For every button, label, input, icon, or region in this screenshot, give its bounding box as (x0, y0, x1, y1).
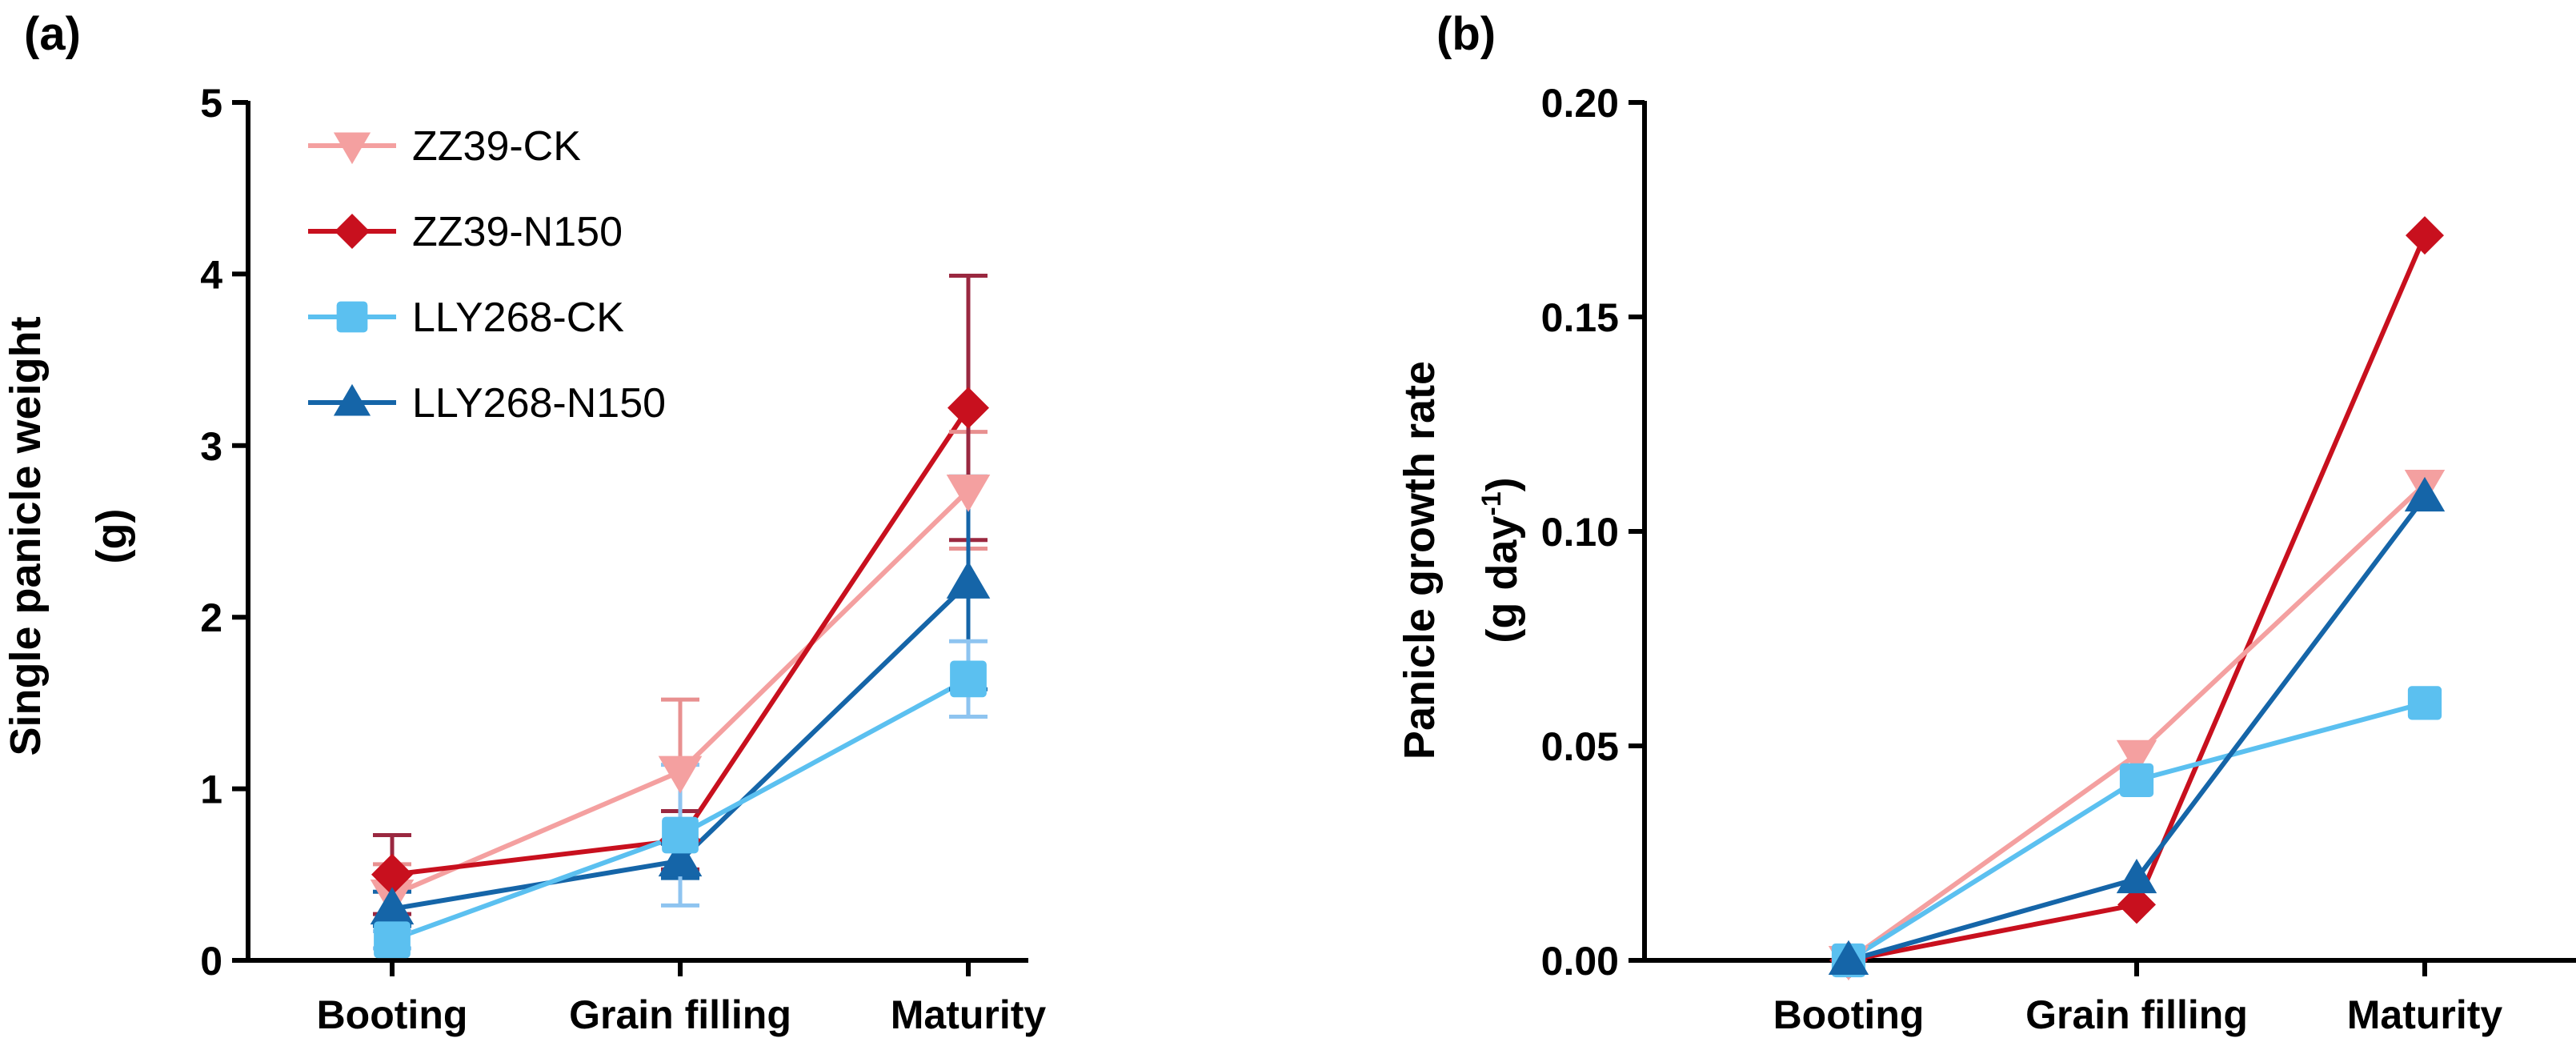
panel-b-x-tick-label-maturity: Maturity (2347, 992, 2503, 1037)
panel-b-point-zz39-n150-grain-filling (2117, 885, 2156, 924)
panel-a-legend-label-zz39-n150: ZZ39-N150 (412, 209, 623, 255)
panel-b-point-lly268-n150-grain-filling (2116, 858, 2157, 894)
panel-b-point-lly268-n150-maturity (2404, 476, 2446, 512)
panel-a-y-tick-label: 4 (200, 252, 222, 297)
panel-a-y-tick-label: 3 (200, 424, 222, 469)
panel-a-point-lly268-n150-grain-filling (658, 839, 703, 877)
panel-a-legend-marker-lly268-ck (336, 301, 368, 333)
panel-a-y-tick-label: 5 (200, 81, 222, 126)
panel-b-point-zz39-n150-maturity (2406, 216, 2444, 255)
panel-a-point-zz39-ck-grain-filling (658, 755, 703, 794)
panel-a-point-zz39-n150-maturity (947, 387, 989, 429)
panel-a-y-tick-label: 0 (200, 939, 222, 984)
panel-b-y-tick-label: 0.15 (1541, 295, 1619, 340)
panel-b-y-axis-title: Panicle growth rate (1396, 361, 1444, 759)
panel-b-x-tick-label-booting: Booting (1773, 992, 1925, 1037)
panel-a-point-lly268-ck-booting (374, 921, 411, 959)
panel-b-y-tick-label: 0.20 (1541, 81, 1619, 126)
panel-b-series-line-zz39-n150 (1848, 234, 2427, 963)
panel-b-y-tick-label: 0.10 (1541, 510, 1619, 555)
panel-b-y-tick-label: 0.00 (1541, 939, 1619, 984)
panel-a-point-lly268-ck-maturity (950, 660, 987, 698)
panel-b-point-lly268-ck-grain-filling (2119, 763, 2154, 797)
panel-a-point-lly268-n150-maturity (946, 561, 991, 599)
panel-a-legend-label-zz39-ck: ZZ39-CK (412, 123, 581, 170)
panel-a-point-zz39-ck-maturity (946, 475, 991, 512)
panel-b-chart: 0.00 0.05 0.10 0.15 0.20 Booting Grain filling… (1541, 81, 2576, 1037)
panel-a-x-tick-label-maturity: Maturity (891, 992, 1047, 1037)
panel-b-y-axis-unit: (g day-1) (1476, 477, 1526, 643)
panel-a-y-axis-unit: (g) (88, 509, 136, 564)
panel-a-point-zz39-n150-booting (371, 853, 413, 896)
panel-b-point-zz39-ck-grain-filling (2116, 739, 2157, 775)
panel-a-legend-marker-zz39-n150 (335, 214, 370, 249)
panel-a-legend-marker-zz39-ck (333, 132, 371, 165)
panel-a-point-lly268-n150-booting (370, 887, 415, 925)
panel-a-y-tick-label: 1 (200, 767, 222, 812)
panel-b-label: (b) (1436, 8, 1496, 60)
panel-a-y-tick-label: 2 (200, 595, 222, 640)
panel-a-label: (a) (24, 8, 81, 60)
panel-a-y-axis-title: Single panicle weight (2, 316, 50, 755)
panel-a-legend-marker-lly268-n150 (333, 383, 371, 416)
panel-a-legend-label-lly268-n150: LLY268-N150 (412, 380, 666, 427)
panel-b-point-lly268-n150-booting (1828, 940, 1869, 975)
panel-b-point-lly268-ck-maturity (2407, 686, 2442, 720)
panel-b-x-tick-label-grain-filling: Grain filling (2025, 992, 2248, 1037)
panel-b-y-tick-label: 0.05 (1541, 724, 1619, 769)
panel-a-x-tick-label-grain-filling: Grain filling (569, 992, 791, 1037)
panel-a-legend-label-lly268-ck: LLY268-CK (412, 295, 624, 341)
panel-a-x-tick-label-booting: Booting (317, 992, 468, 1037)
panel-a-point-lly268-ck-grain-filling (662, 816, 699, 854)
panel-a-chart: 0 1 2 3 4 5 Booting Grain filling Maturity ZZ39-C… (200, 81, 1046, 1037)
